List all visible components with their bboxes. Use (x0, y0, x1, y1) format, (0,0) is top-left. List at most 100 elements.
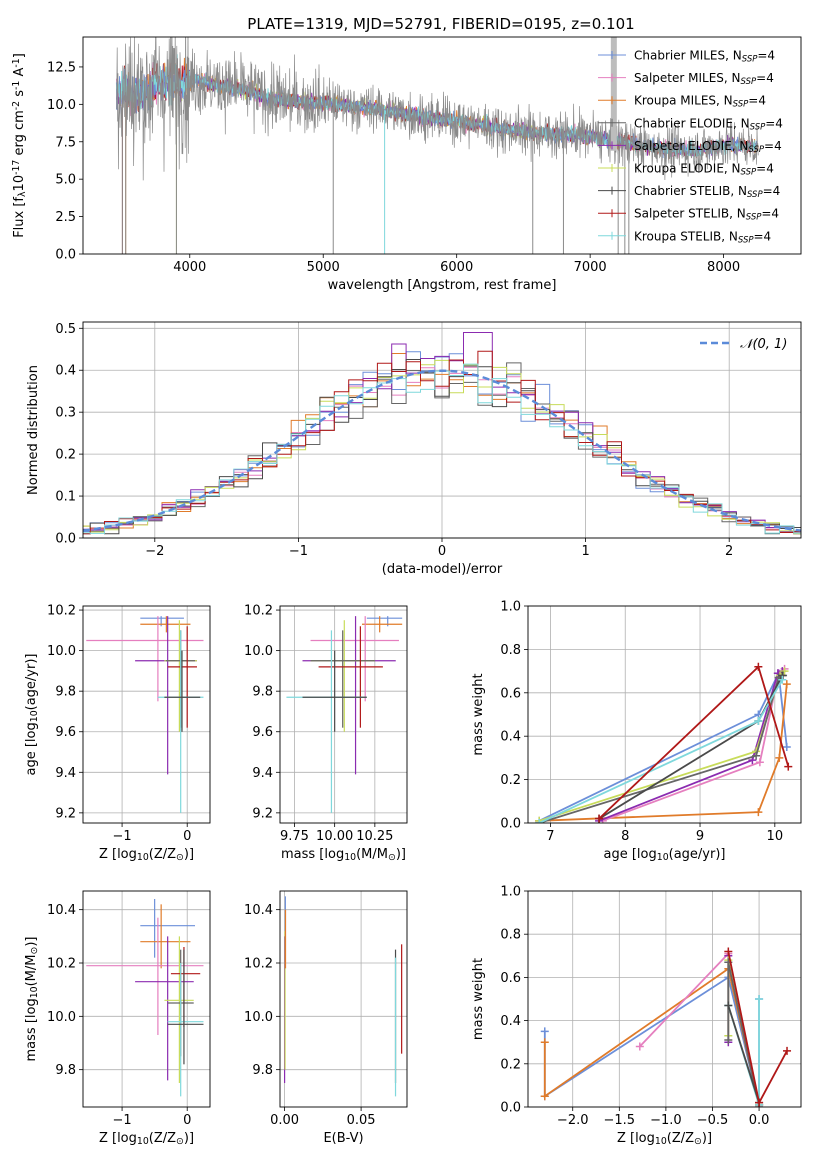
y-tick-label: 9.8 (55, 1063, 76, 1078)
legend-item-salpeter-stelib: Salpeter STELIB, NSSP=4 (598, 207, 779, 223)
errorbar-salpeter-elodie (135, 936, 194, 1081)
x-tick-label: 10.25 (356, 829, 393, 844)
errorbar-chabrier-stelib (164, 650, 201, 732)
x-tick-label: 10 (767, 829, 784, 844)
errorbar-kroupa-miles (140, 616, 191, 633)
normal-curve (83, 369, 801, 532)
mass-weight-line-chabrier-miles (538, 670, 788, 822)
legend-label: Kroupa STELIB, NSSP=4 (634, 229, 771, 245)
x-tick-label: 7 (546, 829, 554, 844)
mass-weight-point (635, 1042, 644, 1051)
axes-frame (82, 605, 211, 824)
mass-weight-point (782, 743, 791, 752)
panel-mass-vs-EBV: 0.00 0.05 9.8 10.0 10.2 10.4 E(B-V) (244, 890, 408, 1146)
plot-area-mass-vs-Z (86, 899, 204, 1097)
y-tick-label: 10.2 (47, 957, 76, 972)
axes-frame (527, 890, 802, 1108)
x-tick-label: 8000 (707, 260, 740, 275)
errorbar-salpeter-miles (86, 917, 204, 1035)
legend-item-chabrier-elodie: Chabrier ELODIE, NSSP=4 (598, 116, 783, 133)
errorbar-kroupa-stelib (157, 630, 204, 813)
plot-area-massweight-vs-age (535, 662, 793, 823)
histogram-salpeter-elodie (83, 332, 801, 535)
panel-spectrum: 4000 5000 6000 7000 8000 0.0 2.5 5.0 7.5 10.0 12.5… (11, 36, 802, 293)
axes-frame (82, 890, 211, 1108)
y-tick-label: 0.0 (55, 248, 76, 263)
y-tick-label: 9.2 (252, 806, 273, 821)
mass-weight-point (724, 947, 733, 956)
mass-weight-point (783, 1046, 792, 1055)
mass-weight-point (778, 675, 787, 684)
y-tick-label: 10.4 (244, 903, 273, 918)
y-axis-label: Normed distribution (26, 365, 41, 495)
x-tick-label: 0 (183, 1113, 191, 1128)
x-axis-label: age [log10(age/yr)] (604, 847, 726, 863)
y-tick-label: 10.2 (244, 604, 273, 619)
errorbar-kroupa-stelib (286, 630, 367, 813)
mass-weight-point (540, 1092, 549, 1101)
x-tick-label: 0 (183, 829, 191, 844)
legend-item-salpeter-miles: Salpeter MILES, NSSP=4 (598, 71, 774, 87)
mass-weight-point (540, 1027, 549, 1036)
x-tick-label: 9 (696, 829, 704, 844)
y-tick-label: 10.0 (244, 1010, 273, 1025)
plot-area-massweight-vs-Z (540, 947, 792, 1107)
errorbar-chabrier-stelib (167, 949, 204, 1065)
x-tick-label: −0.5 (697, 1113, 729, 1128)
y-axis-label: mass weight (471, 958, 486, 1040)
y-axis-label: mass weight (471, 673, 486, 755)
y-tick-label: 10.2 (244, 957, 273, 972)
y-tick-label: 10.0 (47, 1010, 76, 1025)
panel-age-vs-mass: 9.75 10.00 10.25 9.2 9.4 9.6 9.8 10.0 10.2 mass [… (244, 604, 408, 863)
y-axis-label: age [log10(age/yr)] (24, 654, 40, 776)
histogram-kroupa-elodie (83, 359, 801, 535)
plot-area-age-vs-mass (286, 616, 403, 813)
y-tick-label: 9.4 (252, 766, 273, 781)
mass-weight-point (755, 995, 764, 1003)
x-tick-label: −1 (112, 829, 131, 844)
axes-frame (279, 605, 408, 824)
x-tick-label: 6000 (440, 260, 473, 275)
panel-age-vs-Z: −1 0 9.2 9.4 9.6 9.8 10.0 10.2 Z [log10(Z/Z⊙)] ag… (24, 604, 211, 863)
x-tick-label: −1 (112, 1113, 131, 1128)
mass-weight-line-salpeter-elodie (598, 670, 783, 822)
errorbar-kroupa-stelib (167, 963, 204, 1097)
x-axis-label: Z [log10(Z/Z⊙)] (99, 1131, 194, 1147)
errorbar-salpeter-miles (86, 616, 204, 702)
y-tick-label: 0.3 (55, 406, 76, 421)
mass-weight-point (535, 819, 544, 823)
x-tick-label: 10.00 (316, 829, 353, 844)
legend-label: Chabrier MILES, NSSP=4 (634, 49, 775, 65)
mass-weight-point (754, 808, 763, 817)
mass-weight-point (780, 667, 789, 676)
y-tick-label: 0.6 (500, 971, 521, 986)
y-tick-label: 9.6 (252, 725, 273, 740)
mass-weight-line-chabrier-elodie (538, 674, 784, 823)
mass-weight-point (782, 680, 791, 689)
y-tick-label: 9.6 (55, 725, 76, 740)
x-tick-label: 5000 (307, 260, 340, 275)
legend-item-salpeter-elodie: Salpeter ELODIE, NSSP=4 (598, 139, 782, 155)
y-tick-label: 0.5 (55, 322, 76, 337)
legend-item-chabrier-stelib: Chabrier STELIB, NSSP=4 (598, 184, 780, 200)
figure-title: PLATE=1319, MJD=52791, FIBERID=0195, z=0… (247, 15, 634, 33)
legend: Chabrier MILES, NSSP=4 Salpeter MILES, NS… (598, 49, 783, 246)
x-axis-label: mass [log10(M/M⊙)] (281, 847, 406, 863)
legend-item-kroupa-miles: Kroupa MILES, NSSP=4 (598, 94, 766, 110)
panel-massweight-vs-age: 7 8 9 10 0.0 0.2 0.4 0.6 0.8 1.0 age [log10(age/yr… (471, 600, 802, 863)
x-tick-label: 7000 (574, 260, 607, 275)
plot-area-residuals (83, 332, 801, 535)
x-tick-label: 8 (621, 829, 629, 844)
y-tick-label: 0.4 (500, 1014, 521, 1029)
legend-item-kroupa-elodie: Kroupa ELODIE, NSSP=4 (598, 162, 774, 178)
y-tick-label: 5.0 (55, 173, 76, 188)
mass-weight-point (775, 753, 784, 762)
y-tick-label: 10.2 (47, 604, 76, 619)
x-tick-label: 2 (725, 544, 733, 559)
plot-area-age-vs-Z (86, 616, 204, 813)
y-tick-label: 0.6 (500, 686, 521, 701)
errorbar-salpeter-miles (310, 616, 399, 702)
mass-weight-point (752, 751, 761, 760)
y-tick-label: 0.0 (500, 817, 521, 832)
